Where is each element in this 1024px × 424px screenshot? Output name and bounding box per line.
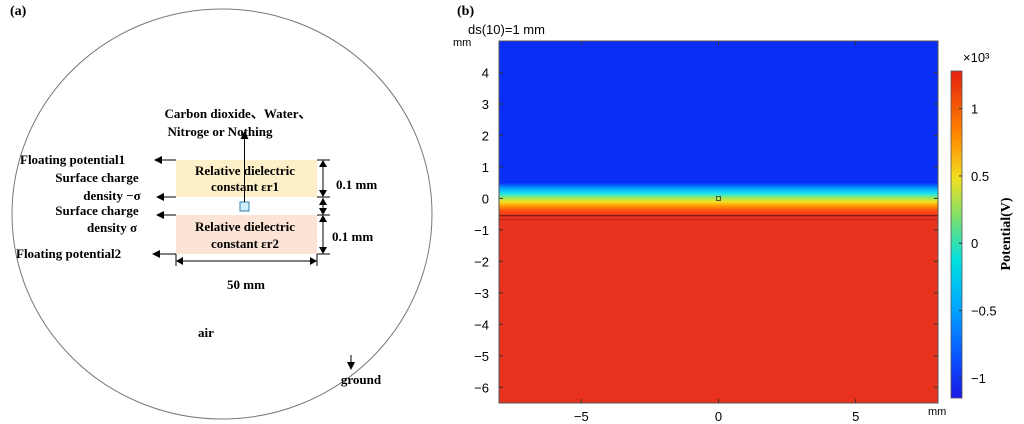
colorbar-tick-label: −0.5 <box>971 304 997 319</box>
surface-pos-line1: Surface charge <box>55 203 139 218</box>
dielectric-1-line1: Relative dielectric <box>195 163 295 178</box>
dielectric-layer-2 <box>176 215 317 254</box>
plot-area: 4 3 2 1 0 −1 −2 −3 −4 −5 −6 −5 0 5 <box>474 40 939 424</box>
y-tick-label: 4 <box>482 65 489 80</box>
y-tick-label: 1 <box>482 160 489 175</box>
surface-pos-line2: density σ <box>87 220 137 235</box>
colorbar-exponent: ×10³ <box>963 50 990 65</box>
ground-label: ground <box>341 372 382 387</box>
dim-bottom-label: 0.1 mm <box>332 229 373 244</box>
colorbar-title: Potential(V) <box>999 197 1014 270</box>
dim-arrowhead <box>319 160 327 167</box>
surface-neg-line2: density −σ <box>83 188 140 203</box>
y-tick-label: 0 <box>482 191 489 206</box>
dielectric-layer-1 <box>176 160 317 197</box>
gas-gap-square <box>239 201 250 212</box>
colorbar-tick-label: 0.5 <box>971 169 989 184</box>
floating-potential-1-label: Floating potential1 <box>20 152 125 167</box>
panel-b: (b) ds(10)=1 mm mm 4 3 2 1 0 −1 −2 −3 −4 −5 −6 −5 0 5… <box>453 4 1014 424</box>
dim-arrowhead <box>319 198 327 205</box>
plot-title: ds(10)=1 mm <box>468 22 545 37</box>
colorbar-tick-label: 1 <box>971 102 978 117</box>
y-tick-label: 3 <box>482 97 489 112</box>
x-tick-label: 0 <box>715 409 722 424</box>
y-tick-label: −4 <box>474 317 489 332</box>
colorbar-gradient <box>950 70 963 399</box>
dim-arrowhead <box>319 190 327 197</box>
dim-top-label: 0.1 mm <box>336 177 377 192</box>
region-low-potential <box>499 41 938 184</box>
panel-b-label: (b) <box>457 4 474 19</box>
gap-marker <box>716 195 721 201</box>
x-tick-label: −5 <box>574 409 589 424</box>
gas-label-line1: Carbon dioxide、Water、 <box>165 106 312 121</box>
y-unit-label: mm <box>453 37 471 49</box>
dim-arrowhead <box>310 257 317 265</box>
gas-label-line2: Nitroge or Nothing <box>168 124 273 139</box>
floating-potential-2-label: Floating potential2 <box>16 246 121 261</box>
dielectric-2-line2: constant εr2 <box>211 236 279 251</box>
y-tick-label: −1 <box>474 223 489 238</box>
y-tick-label: −5 <box>474 349 489 364</box>
dielectric-2-line1: Relative dielectric <box>195 219 295 234</box>
panel-a: (a) Relative dielectric constant εr1 Rel… <box>10 4 433 420</box>
y-tick-label: −3 <box>474 286 489 301</box>
dim-arrowhead <box>319 247 327 254</box>
region-high-potential <box>499 215 938 403</box>
colorbar: 1 0.5 0 −0.5 −1 <box>950 70 997 399</box>
x-tick-label: 5 <box>852 409 859 424</box>
dim-arrowhead <box>176 257 183 265</box>
transition-band <box>499 182 938 216</box>
x-unit-label: mm <box>928 406 946 418</box>
air-label: air <box>198 325 214 340</box>
y-tick-label: 2 <box>482 128 489 143</box>
air-boundary-circle <box>11 8 433 420</box>
colorbar-tick-label: −1 <box>971 371 986 386</box>
y-tick-label: −2 <box>474 254 489 269</box>
dim-arrowhead <box>319 215 327 222</box>
y-tick-label: −6 <box>474 380 489 395</box>
surface-neg-line1: Surface charge <box>55 170 139 185</box>
dim-width-label: 50 mm <box>227 277 265 292</box>
dim-arrowhead <box>319 208 327 215</box>
colorbar-tick-label: 0 <box>971 236 978 251</box>
panel-a-label: (a) <box>10 4 27 19</box>
